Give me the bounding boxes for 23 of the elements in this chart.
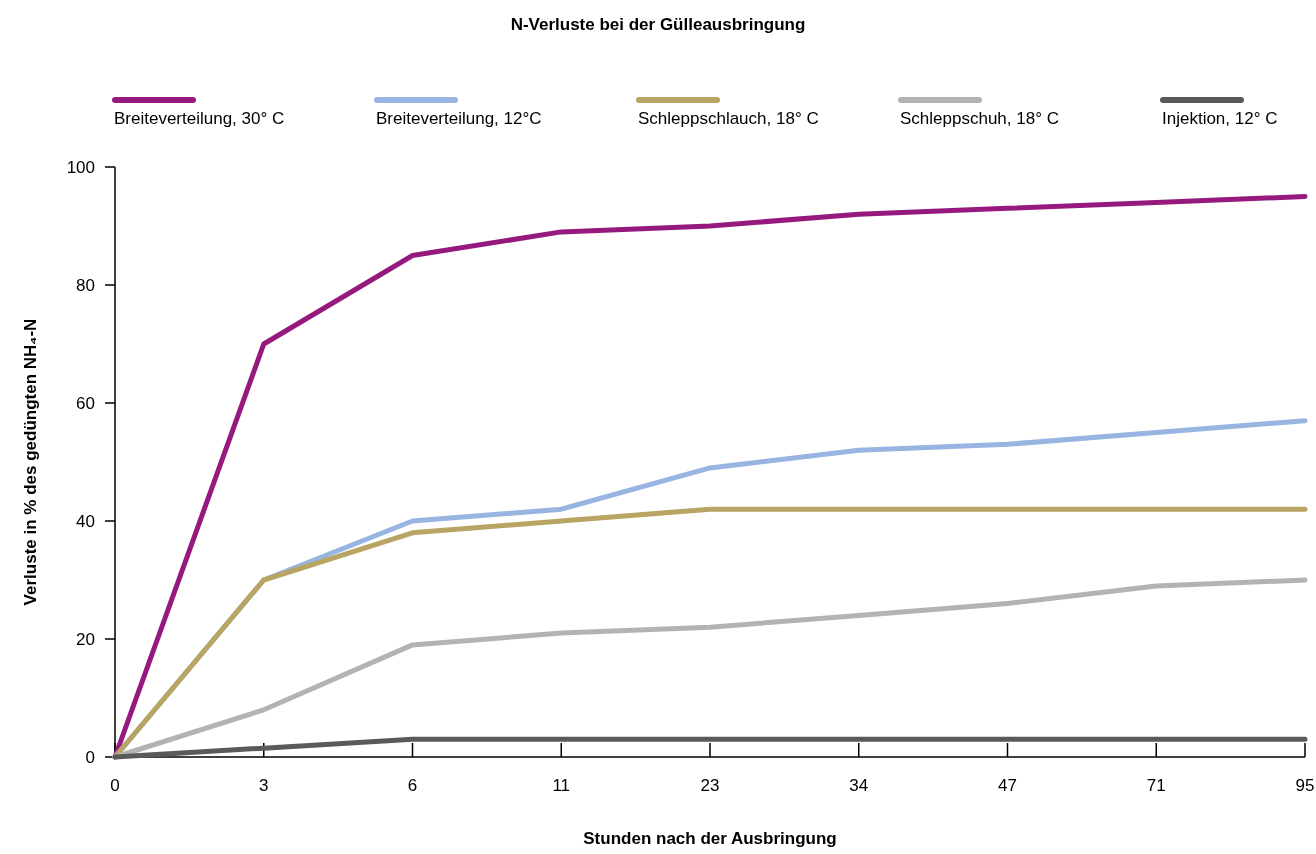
x-tick-label: 6: [407, 776, 418, 795]
y-tick-label: 80: [76, 275, 95, 295]
y-tick-label: 0: [85, 747, 95, 767]
y-tick-label: 100: [66, 157, 95, 177]
x-axis-title: Stunden nach der Ausbringung: [583, 829, 837, 848]
x-tick-label: 95: [1295, 776, 1315, 795]
legend-label: Injektion, 12° C: [1162, 109, 1278, 128]
legend-label: Breiteverteilung, 12°C: [376, 109, 542, 128]
legend-label: Schleppschuh, 18° C: [900, 109, 1059, 128]
x-tick-label: 0: [110, 776, 120, 795]
x-tick-label: 23: [700, 776, 720, 795]
y-tick-label: 20: [76, 629, 95, 649]
x-tick-label: 47: [998, 776, 1017, 795]
x-tick-label: 34: [849, 776, 869, 795]
legend-label: Breiteverteilung, 30° C: [114, 109, 285, 128]
x-tick-label: 71: [1146, 776, 1166, 795]
legend-label: Schleppschlauch, 18° C: [638, 109, 819, 128]
chart-title: N-Verluste bei der Gülleausbringung: [510, 15, 806, 34]
y-tick-label: 40: [76, 511, 95, 531]
x-tick-label: 11: [552, 776, 571, 795]
y-axis-title: Verluste in % des gedüngten NH₄-N: [21, 318, 40, 606]
y-tick-label: 60: [76, 393, 95, 413]
x-tick-label: 3: [259, 776, 269, 795]
